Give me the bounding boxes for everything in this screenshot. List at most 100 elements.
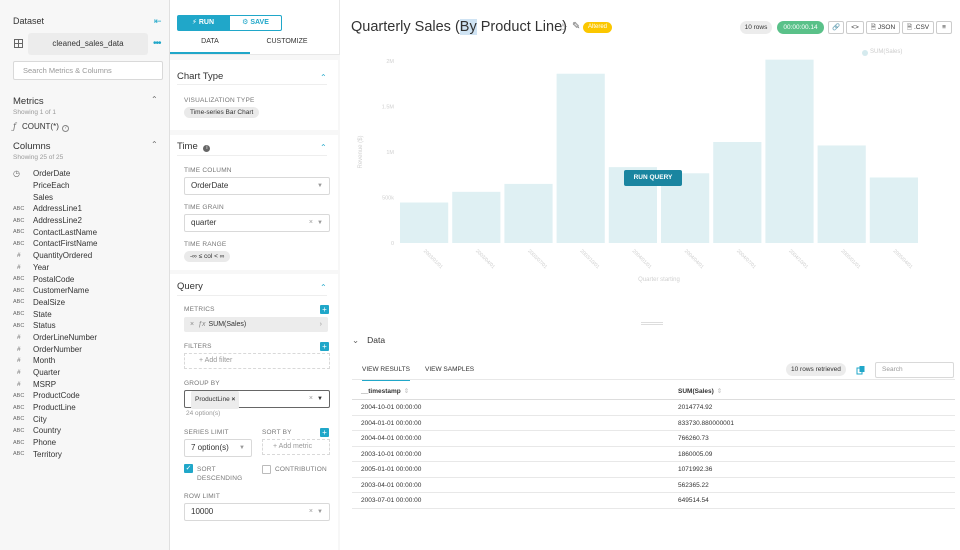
add-sort-metric-button[interactable]: + Add metric: [262, 439, 330, 455]
bar[interactable]: [817, 145, 866, 243]
column-item[interactable]: ◷ OrderDate: [13, 168, 163, 180]
bar[interactable]: [504, 183, 553, 243]
column-item[interactable]: PriceEach: [13, 180, 163, 192]
dataset-name[interactable]: cleaned_sales_data: [28, 33, 148, 55]
column-item[interactable]: ABC City: [13, 413, 163, 425]
column-item[interactable]: ABC PostalCode: [13, 273, 163, 285]
column-item[interactable]: ABC AddressLine1: [13, 203, 163, 215]
search-metrics-input[interactable]: Search Metrics & Columns: [13, 61, 163, 80]
run-button[interactable]: ⚡ RUN: [177, 15, 229, 31]
time-grain-select[interactable]: quarter × ▼: [184, 214, 330, 232]
export-json-button[interactable]: 🗎 JSON: [866, 21, 900, 34]
embed-code-icon[interactable]: <>: [846, 21, 864, 34]
legend-label[interactable]: SUM(Sales): [870, 49, 903, 55]
column-item[interactable]: ABC Phone: [13, 437, 163, 449]
group-by-select[interactable]: ProductLine × × ▼: [184, 390, 330, 409]
column-item[interactable]: ABC ProductLine: [13, 402, 163, 414]
column-item[interactable]: # Year: [13, 262, 163, 274]
collapse-panel-icon[interactable]: ⇤: [154, 16, 162, 26]
column-item[interactable]: Sales: [13, 191, 163, 203]
contribution-checkbox[interactable]: [262, 465, 271, 474]
column-item[interactable]: ABC Territory: [13, 449, 163, 461]
bar[interactable]: [869, 177, 918, 243]
column-item[interactable]: # OrderLineNumber: [13, 332, 163, 344]
data-panel-header[interactable]: ⌄ Data: [352, 335, 385, 346]
table-row[interactable]: 2004-01-01 00:00:00 833730.880000001: [352, 416, 955, 431]
resize-handle[interactable]: [641, 322, 663, 325]
info-icon[interactable]: i: [203, 145, 211, 152]
table-row[interactable]: 2003-07-01 00:00:00 649514.54: [352, 493, 955, 509]
metric-item[interactable]: ƒ COUNT(*)?: [13, 122, 69, 132]
metrics-collapse-icon[interactable]: ⌃: [151, 95, 158, 104]
bar[interactable]: [713, 141, 762, 243]
column-item[interactable]: # QuantityOrdered: [13, 250, 163, 262]
column-item[interactable]: ABC ContactFirstName: [13, 238, 163, 250]
tab-view-results[interactable]: VIEW RESULTS: [362, 366, 410, 381]
column-name: ContactFirstName: [33, 239, 98, 249]
clear-icon[interactable]: ×: [308, 395, 313, 402]
export-csv-button[interactable]: 🗎 .CSV: [902, 21, 934, 34]
column-item[interactable]: # Quarter: [13, 367, 163, 379]
column-item[interactable]: ABC Status: [13, 320, 163, 332]
clear-icon[interactable]: ×: [308, 508, 313, 515]
add-metric-icon[interactable]: +: [320, 305, 329, 314]
tab-data[interactable]: DATA: [170, 38, 250, 54]
results-search-input[interactable]: Search: [875, 362, 954, 378]
table-row[interactable]: 2003-04-01 00:00:00 562365.22: [352, 478, 955, 493]
bar[interactable]: [765, 59, 814, 243]
series-limit-select[interactable]: 7 option(s) ▼: [184, 439, 252, 457]
add-sort-icon[interactable]: +: [320, 428, 329, 437]
column-item[interactable]: ABC ContactLastName: [13, 226, 163, 238]
sort-descending-checkbox[interactable]: ✓: [184, 464, 193, 473]
table-row[interactable]: 2003-10-01 00:00:00 1860005.09: [352, 447, 955, 462]
run-query-button[interactable]: RUN QUERY: [624, 170, 682, 186]
save-button[interactable]: ⚙ SAVE: [229, 15, 282, 31]
column-item[interactable]: ABC DealSize: [13, 297, 163, 309]
time-column-select[interactable]: OrderDate ▼: [184, 177, 330, 195]
menu-icon[interactable]: ≡: [936, 21, 952, 34]
table-row[interactable]: 2004-04-01 00:00:00 766260.73: [352, 431, 955, 447]
metric-chip[interactable]: × ƒx SUM(Sales) ›: [184, 317, 328, 332]
query-collapse-icon[interactable]: ⌃: [320, 283, 327, 292]
column-item[interactable]: # MSRP: [13, 378, 163, 390]
column-item[interactable]: ABC ProductCode: [13, 390, 163, 402]
column-header-sum-sales[interactable]: SUM(Sales) ⇕: [678, 387, 722, 395]
columns-collapse-icon[interactable]: ⌃: [151, 140, 158, 149]
clear-icon[interactable]: ×: [308, 219, 313, 226]
viz-type-picker[interactable]: Time-series Bar Chart: [184, 107, 260, 118]
column-header-timestamp[interactable]: __timestamp ⇕: [361, 387, 409, 395]
question-icon[interactable]: ?: [61, 125, 69, 132]
bar[interactable]: [400, 202, 449, 243]
table-row[interactable]: 2004-10-01 00:00:00 2014774.92: [352, 400, 955, 416]
bar[interactable]: [556, 73, 605, 243]
tab-customize[interactable]: CUSTOMIZE: [266, 38, 308, 45]
altered-badge[interactable]: Altered: [583, 22, 613, 33]
tab-view-samples[interactable]: VIEW SAMPLES: [425, 366, 475, 373]
remove-icon[interactable]: ×: [190, 321, 195, 328]
column-item[interactable]: ABC Country: [13, 425, 163, 437]
column-item[interactable]: # Month: [13, 355, 163, 367]
star-icon[interactable]: ☆: [558, 22, 568, 34]
time-range-picker[interactable]: -∞ ≤ col < ∞: [184, 251, 231, 262]
column-item[interactable]: ABC State: [13, 308, 163, 320]
copy-icon[interactable]: [856, 365, 866, 375]
column-item[interactable]: # OrderNumber: [13, 343, 163, 355]
column-item[interactable]: ABC CustomerName: [13, 285, 163, 297]
chart-title[interactable]: Quarterly Sales (By Product Line): [351, 19, 567, 35]
edit-icon[interactable]: ✎: [572, 21, 581, 32]
time-column-value: OrderDate: [191, 181, 229, 190]
row-limit-select[interactable]: 10000 × ▼: [184, 503, 330, 521]
dataset-menu-icon[interactable]: •••: [153, 38, 161, 49]
time-collapse-icon[interactable]: ⌃: [320, 143, 327, 152]
chart-type-collapse-icon[interactable]: ⌃: [320, 73, 327, 82]
table-row[interactable]: 2005-01-01 00:00:00 1071992.36: [352, 462, 955, 478]
add-filter-button[interactable]: + Add filter: [184, 353, 330, 369]
bar[interactable]: [452, 191, 501, 243]
column-item[interactable]: ABC AddressLine2: [13, 215, 163, 227]
legend-swatch[interactable]: [862, 50, 868, 56]
cell-timestamp: 2004-01-01 00:00:00: [361, 419, 422, 427]
link-icon[interactable]: 🔗: [828, 21, 844, 34]
add-filter-icon[interactable]: +: [320, 342, 329, 351]
string-type-icon: ABC: [13, 299, 25, 306]
remove-icon[interactable]: ×: [231, 396, 236, 403]
